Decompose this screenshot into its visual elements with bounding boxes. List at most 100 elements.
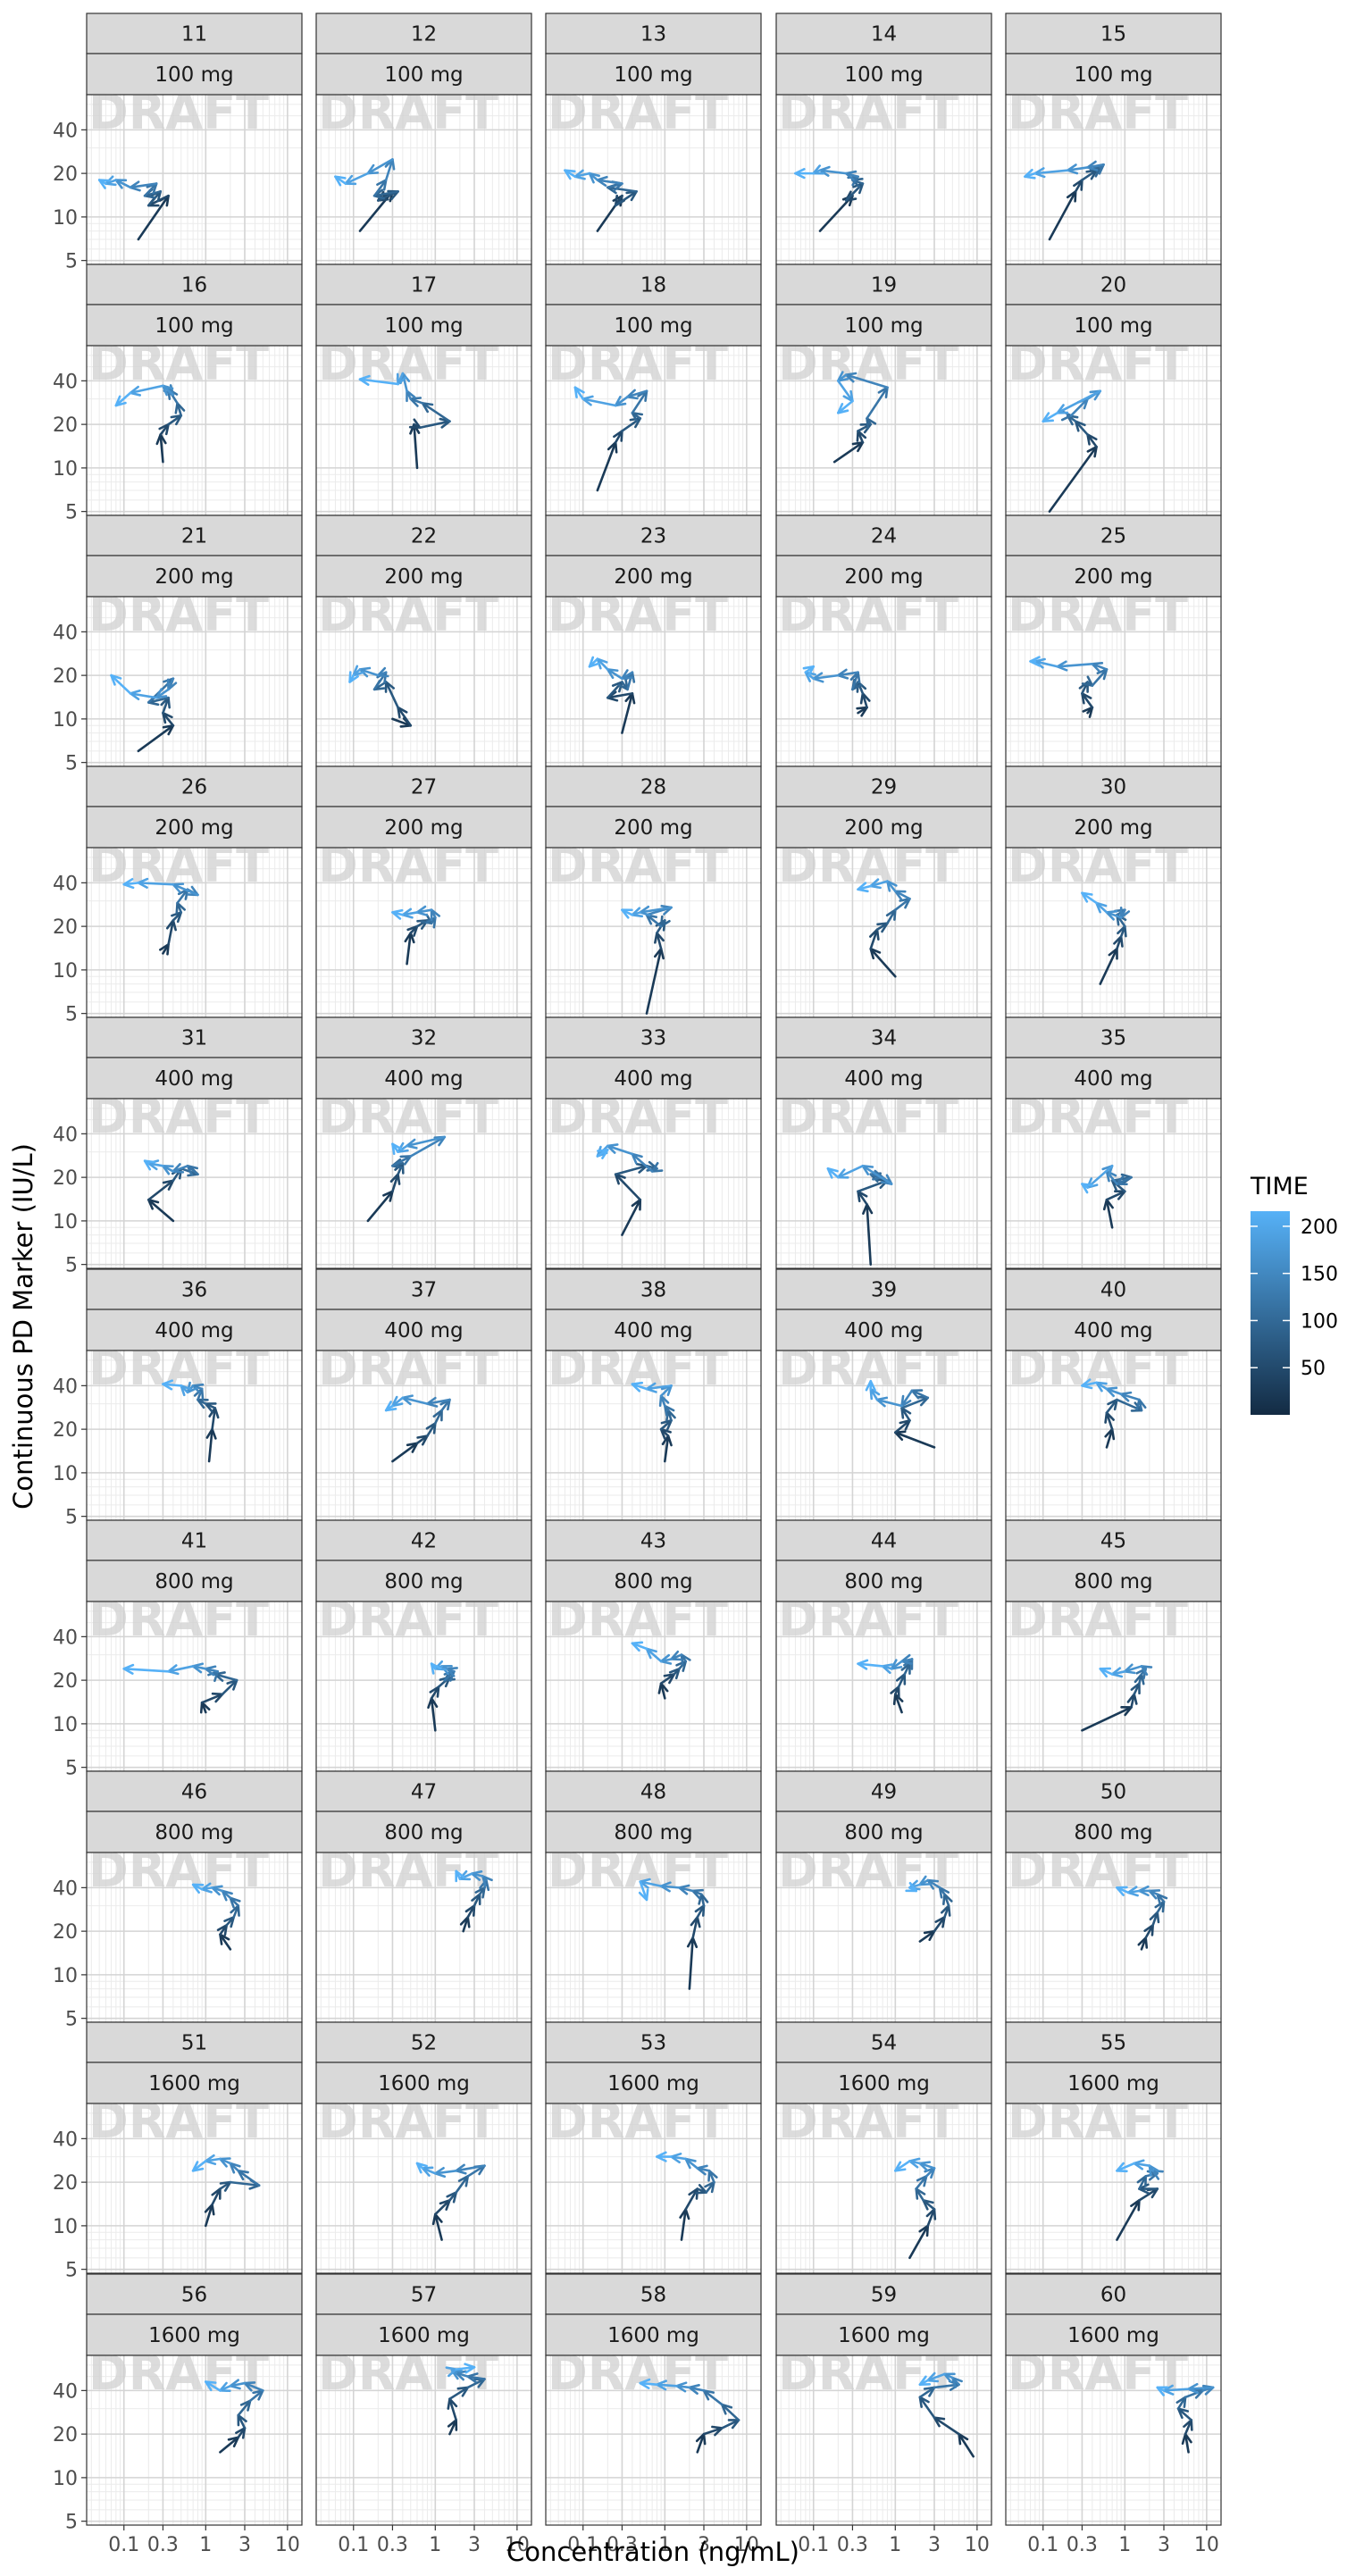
- strip-id-label: 52: [411, 2032, 437, 2055]
- strip-dose-label: 1600 mg: [607, 2324, 699, 2347]
- trajectory-segment: [1033, 169, 1069, 175]
- watermark-text: DRAFT: [88, 84, 269, 140]
- strip-id-bg: [545, 13, 762, 54]
- trajectory-segment: [372, 179, 388, 197]
- strip-dose-label: 100 mg: [844, 314, 923, 338]
- strip-id-label: 51: [181, 2032, 207, 2055]
- strip-dose-bg: [775, 1560, 992, 1602]
- trajectory-arrowhead: [1116, 1886, 1128, 1896]
- trajectory-segment: [237, 2170, 261, 2187]
- trajectory-segment: [614, 190, 638, 207]
- trajectory-segment: [837, 380, 854, 403]
- watermark-text: DRAFT: [88, 1842, 269, 1898]
- strip-dose-bg: [545, 555, 762, 598]
- y-tick-label: 20: [53, 1167, 78, 1190]
- plot-background: [776, 597, 991, 766]
- x-tick-label: 10: [734, 2534, 759, 2556]
- strip-dose-label: 200 mg: [1074, 816, 1152, 840]
- watermark-text: DRAFT: [88, 1088, 269, 1144]
- strip-id-label: 36: [181, 1279, 207, 1302]
- x-tick-label: 0.1: [1027, 2534, 1058, 2556]
- trajectory-segment: [211, 1407, 217, 1431]
- watermark-text: DRAFT: [548, 586, 728, 642]
- trajectory-segment: [696, 2432, 706, 2454]
- trajectory-segment: [621, 1198, 642, 1236]
- trajectory-segment: [137, 194, 170, 241]
- watermark-text: DRAFT: [318, 1088, 498, 1144]
- strip-dose-label: 200 mg: [384, 565, 463, 589]
- strip-id-bg: [86, 1016, 303, 1058]
- strip-id-bg: [545, 514, 762, 556]
- strip-id-label: 44: [871, 1530, 897, 1553]
- legend-title: TIME: [1250, 1173, 1309, 1200]
- plot-background: [87, 1351, 302, 1520]
- watermark-text: DRAFT: [318, 1842, 498, 1898]
- trajectory-segment: [621, 692, 634, 734]
- strip-id-bg: [1005, 1519, 1222, 1561]
- strip-dose-label: 400 mg: [384, 1319, 463, 1342]
- strip-dose-bg: [775, 2313, 992, 2356]
- colorbar-tick-label: 100: [1301, 1310, 1338, 1333]
- trajectory-segment: [918, 2396, 936, 2419]
- panel-border: [775, 1098, 992, 1269]
- strip-dose-bg: [545, 2062, 762, 2104]
- strip-dose-bg: [545, 53, 762, 96]
- strip-id-label: 17: [411, 274, 437, 297]
- trajectory-segment: [426, 1398, 451, 1405]
- plot-background: [1006, 2103, 1221, 2273]
- strip-dose-label: 800 mg: [844, 1570, 923, 1593]
- trajectory-segment: [894, 1431, 936, 1449]
- plot-background: [546, 1602, 761, 1771]
- strip-dose-bg: [1005, 555, 1222, 598]
- trajectory-segment: [358, 668, 380, 677]
- trajectory-arrowhead: [1156, 2386, 1169, 2396]
- trajectory-arrowhead: [110, 673, 122, 686]
- trajectory-segment: [900, 1396, 930, 1409]
- y-tick-label: 10: [53, 2468, 78, 2490]
- trajectory-segment: [129, 182, 158, 189]
- trajectory-segment: [1105, 1411, 1114, 1431]
- watermark-text: DRAFT: [1008, 1591, 1188, 1647]
- x-tick-label: 0.1: [567, 2534, 598, 2556]
- trajectory-arrowhead: [894, 2161, 907, 2172]
- panel-border: [86, 2354, 303, 2526]
- strip-dose-label: 400 mg: [155, 1067, 233, 1091]
- watermark-text: DRAFT: [1008, 1340, 1188, 1396]
- trajectory-segment: [607, 668, 623, 681]
- strip-dose-label: 400 mg: [155, 1319, 233, 1342]
- trajectory-arrowhead: [384, 1401, 397, 1412]
- strip-dose-label: 200 mg: [844, 816, 923, 840]
- trajectory-segment: [137, 882, 175, 886]
- strip-dose-label: 200 mg: [614, 816, 692, 840]
- trajectory-segment: [607, 692, 634, 699]
- trajectory-segment: [1048, 190, 1077, 241]
- plot-background: [1006, 848, 1221, 1017]
- colorbar-tick-label: 200: [1301, 1217, 1338, 1239]
- trajectory-arrowhead: [597, 1148, 609, 1159]
- strip-dose-label: 100 mg: [614, 314, 692, 338]
- trajectory-segment: [875, 1398, 903, 1408]
- trajectory-arrowhead: [122, 1663, 135, 1675]
- trajectory-segment: [366, 1190, 394, 1223]
- strip-id-bg: [86, 263, 303, 305]
- watermark-text: DRAFT: [778, 1591, 958, 1647]
- trajectory-segment: [455, 2175, 470, 2194]
- strip-dose-label: 100 mg: [614, 63, 692, 87]
- y-tick-label: 20: [53, 414, 78, 437]
- trajectory-segment: [908, 2224, 930, 2260]
- trajectory-segment: [1176, 2407, 1193, 2421]
- strip-id-label: 40: [1100, 1279, 1126, 1302]
- watermark-text: DRAFT: [548, 1842, 728, 1898]
- plot-background: [776, 346, 991, 515]
- watermark-text: DRAFT: [548, 1591, 728, 1647]
- strip-id-bg: [545, 1268, 762, 1310]
